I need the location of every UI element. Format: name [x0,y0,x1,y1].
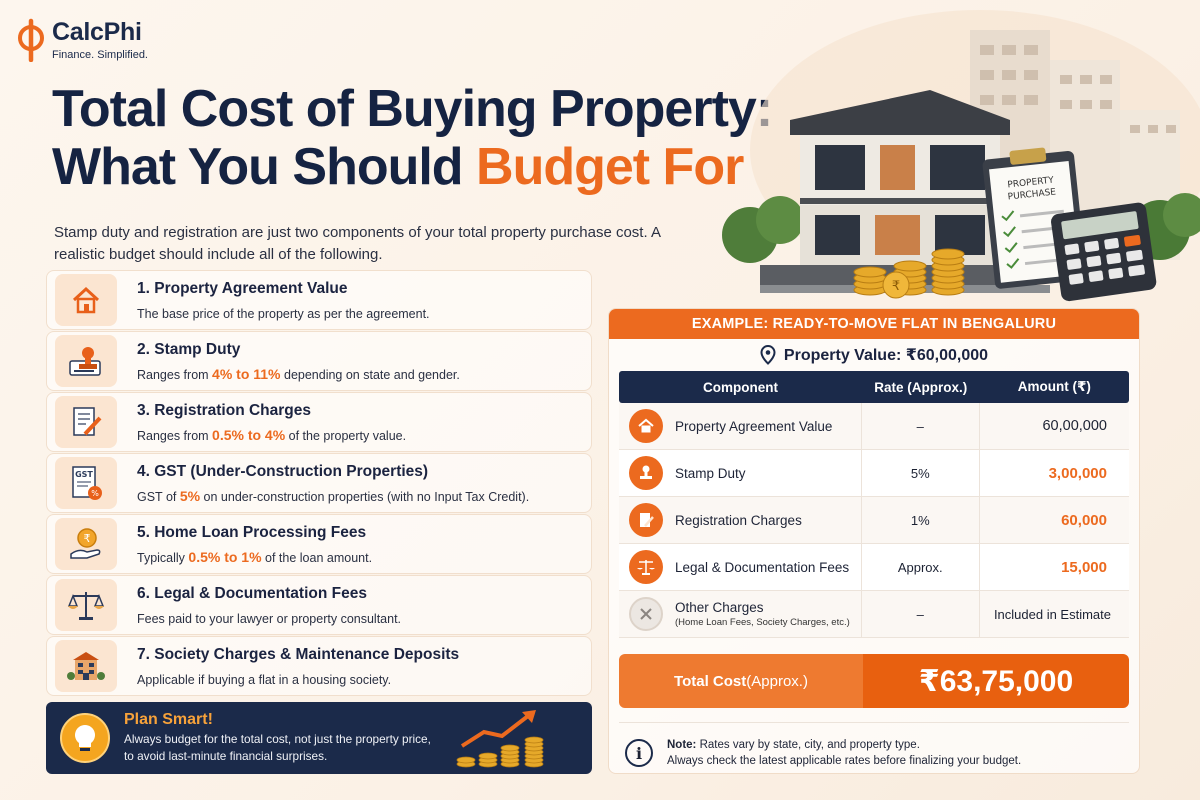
plan-title: Plan Smart! [124,711,213,728]
item-title: 3. Registration Charges [137,401,311,419]
row-component: Legal & Documentation Fees [675,559,850,575]
brand-name: CalcPhi [52,18,142,46]
column-header-amount: Amount (₹) [1017,379,1091,394]
column-header-component: Component [703,379,779,395]
list-item: 2. Stamp Duty Ranges from 4% to 11% depe… [46,331,592,391]
row-rate: 5% [862,450,980,496]
row-rate: Approx. [862,544,980,590]
building-icon [55,640,117,692]
row-component: Registration Charges [675,512,802,528]
stamp-icon [55,335,117,387]
title-line-2-accent: Budget For [476,138,744,196]
item-description: Ranges from 4% to 11% depending on state… [137,365,460,382]
total-cost-label: Total Cost (Approx.) [619,654,863,708]
row-component: Property Agreement Value [675,418,833,434]
table-row: Other Charges (Home Loan Fees, Society C… [619,591,1129,638]
note-text: Note: Rates vary by state, city, and pro… [667,739,1022,767]
table-row: Legal & Documentation Fees Approx. 15,00… [619,544,1129,591]
property-value-label: Property Value: ₹60,00,000 [783,347,989,364]
example-panel: EXAMPLE: READY-TO-MOVE FLAT IN BENGALURU… [608,308,1140,774]
title-line-1: Total Cost of Buying Property: [52,80,773,138]
row-amount: Included in Estimate [993,606,1112,622]
row-amount: 60,00,000 [1042,418,1107,434]
title-line-2-prefix: What You Should [52,138,477,196]
row-rate: 1% [862,497,980,543]
list-item: 3. Registration Charges Ranges from 0.5%… [46,392,592,452]
close-icon [629,597,663,631]
svg-text:%: % [91,489,99,498]
row-amount: 3,00,000 [1048,464,1107,482]
property-illustration: PROPERTY PURCHASE ₹ [720,0,1200,310]
plan-smart-banner: Plan Smart! Always budget for the total … [46,702,592,774]
page-title: Total Cost of Buying Property: What You … [52,80,773,196]
row-amount: 60,000 [1061,511,1107,529]
info-icon: i [625,739,653,767]
list-item: 7. Society Charges & Maintenance Deposit… [46,636,592,696]
example-heading: EXAMPLE: READY-TO-MOVE FLAT IN BENGALURU [609,309,1139,339]
gst-document-icon: GST% [55,457,117,509]
item-description: Fees paid to your lawyer or property con… [137,611,402,626]
list-item: GST% 4. GST (Under-Construction Properti… [46,453,592,513]
item-description: GST of 5% on under-construction properti… [137,487,530,504]
document-pen-icon [629,503,663,537]
clipboard-line-1: PROPERTY [1007,176,1055,191]
item-title: 7. Society Charges & Maintenance Deposit… [137,645,460,663]
table-body: Property Agreement Value – 60,00,000 Sta… [619,403,1129,638]
list-item: ₹ 5. Home Loan Processing Fees Typically… [46,514,592,574]
table-header: Component Rate (Approx.) Amount (₹) [619,371,1129,403]
row-component-group: Other Charges (Home Loan Fees, Society C… [675,600,850,628]
item-description: Typically 0.5% to 1% of the loan amount. [137,548,373,565]
cost-table: Component Rate (Approx.) Amount (₹) Prop… [619,371,1129,638]
phi-logo-icon [16,18,46,63]
intro-text: Stamp duty and registration are just two… [54,224,661,263]
row-component: Stamp Duty [675,465,746,481]
table-row: Property Agreement Value – 60,00,000 [619,403,1129,450]
column-header-rate: Rate (Approx.) [874,379,968,395]
cost-components-list: 1. Property Agreement Value The base pri… [46,270,592,697]
item-title: 5. Home Loan Processing Fees [137,523,367,541]
row-amount: 15,000 [1061,558,1107,576]
row-component: Other Charges [675,600,764,615]
scales-icon [629,550,663,584]
total-cost-bar: Total Cost (Approx.) ₹63,75,000 [619,654,1129,708]
lightbulb-icon [60,713,110,763]
table-row: Stamp Duty 5% 3,00,000 [619,450,1129,497]
house-icon [629,409,663,443]
scales-icon [55,579,117,631]
note-box: i Note: Rates vary by state, city, and p… [619,722,1129,769]
list-item: 1. Property Agreement Value The base pri… [46,270,592,330]
svg-text:₹: ₹ [84,532,91,545]
gst-badge-text: GST [75,470,93,479]
row-rate: – [862,403,980,449]
item-title: 6. Legal & Documentation Fees [137,584,367,602]
plan-line-1: Always budget for the total cost, not ju… [124,732,431,746]
item-title: 4. GST (Under-Construction Properties) [137,462,429,480]
title-line-2: What You Should Budget For [52,138,772,196]
table-row: Registration Charges 1% 60,000 [619,497,1129,544]
growth-coins-icon [454,708,554,774]
item-title: 1. Property Agreement Value [137,279,348,297]
item-title: 2. Stamp Duty [137,340,241,358]
document-pen-icon [55,396,117,448]
rupee-hand-icon: ₹ [55,518,117,570]
row-component-sub: (Home Loan Fees, Society Charges, etc.) [675,617,850,628]
row-rate: – [862,591,980,637]
location-pin-icon [760,345,776,365]
house-icon [55,274,117,326]
item-description: The base price of the property as per th… [137,306,430,321]
total-cost-value: ₹63,75,000 [863,654,1129,708]
plan-line-2: to avoid last-minute financial surprises… [124,749,328,763]
stamp-icon [629,456,663,490]
item-description: Ranges from 0.5% to 4% of the property v… [137,426,407,443]
brand-logo: CalcPhi Finance. Simplified. [16,18,148,63]
svg-text:₹: ₹ [892,279,900,294]
item-description: Applicable if buying a flat in a housing… [137,672,392,687]
brand-tagline: Finance. Simplified. [52,49,148,61]
property-value: Property Value: ₹60,00,000 [609,339,1139,371]
list-item: 6. Legal & Documentation Fees Fees paid … [46,575,592,635]
